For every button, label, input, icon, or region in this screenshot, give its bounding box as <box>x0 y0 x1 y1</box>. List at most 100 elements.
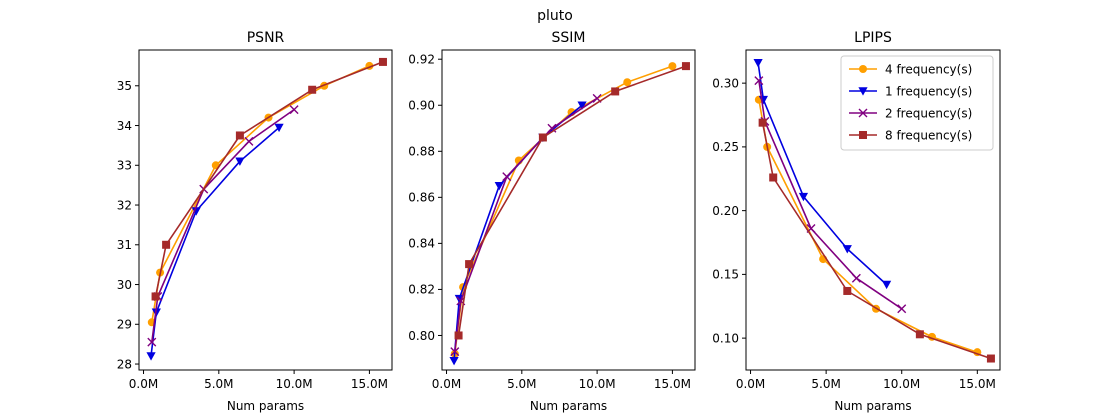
data-point <box>754 76 764 86</box>
y-tick-label: 0.80 <box>408 329 435 343</box>
data-point <box>753 58 763 68</box>
series-2-frequency-s <box>450 93 602 357</box>
x-tick-label: 0.0M <box>129 377 158 391</box>
data-point <box>915 330 924 339</box>
data-point <box>611 87 620 96</box>
data-point <box>538 133 547 142</box>
y-tick-label: 0.30 <box>712 76 739 90</box>
data-point <box>986 354 995 363</box>
data-point <box>623 78 632 87</box>
y-tick-label: 0.92 <box>408 53 435 67</box>
data-point <box>151 292 160 301</box>
legend-box <box>840 55 994 151</box>
y-tick-label: 29 <box>117 318 132 332</box>
y-tick-label: 35 <box>117 79 132 93</box>
series-4-frequency-s <box>450 62 677 358</box>
series-1-frequency-s <box>753 58 892 290</box>
x-tick-label: 0.0M <box>432 377 461 391</box>
subplot-title: SSIM <box>552 30 586 46</box>
data-point <box>851 273 861 283</box>
subplot-title: PSNR <box>247 30 285 46</box>
legend: 4 frequency(s) 1 frequency(s) 2 frequency(… <box>840 55 994 151</box>
x-tick-label: 15.0M <box>351 377 388 391</box>
series-1-frequency-s <box>449 101 587 366</box>
data-point <box>758 118 767 127</box>
x-axis-label: Num params <box>834 399 911 413</box>
series-line <box>454 65 673 354</box>
series-line <box>761 122 992 360</box>
series-line <box>151 65 370 323</box>
data-point <box>454 331 463 340</box>
series-line <box>457 65 687 336</box>
lpips-subplot: LPIPS Num params 0.0M 5.0M 10.0M 15.0M 0.10 0… <box>712 30 1001 413</box>
x-tick-label: 5.0M <box>204 377 233 391</box>
figure-suptitle: pluto <box>537 8 573 24</box>
data-point <box>449 356 459 366</box>
series-line <box>154 61 384 297</box>
y-tick-label: 34 <box>117 119 132 133</box>
data-point <box>843 286 852 295</box>
data-point <box>244 136 254 146</box>
x-tick-label: 10.0M <box>579 377 616 391</box>
legend-label: 8 frequency(s) <box>885 128 972 142</box>
psnr-subplot: PSNR Num params 0.0M 5.0M 10.0M 15.0M 28 29 30… <box>117 30 393 413</box>
x-tick-label: 10.0M <box>276 377 313 391</box>
legend-swatch-marker <box>858 108 868 118</box>
legend-item: 1 frequency(s) <box>849 84 972 98</box>
legend-swatch-marker <box>859 65 867 73</box>
axes-frame <box>441 49 696 371</box>
y-tick-label: 32 <box>117 198 132 212</box>
data-point <box>162 240 171 249</box>
data-point <box>842 245 852 254</box>
x-tick-label: 5.0M <box>507 377 536 391</box>
ssim-subplot: SSIM Num params 0.0M 5.0M 10.0M 15.0M 0.80 0.… <box>408 30 696 413</box>
y-tick-label: 0.82 <box>408 283 435 297</box>
y-tick-label: 33 <box>117 159 132 173</box>
data-point <box>191 207 201 216</box>
data-point <box>502 172 512 182</box>
series-line <box>453 104 583 361</box>
series-2-frequency-s <box>754 76 907 314</box>
axes-frame <box>745 49 1001 371</box>
data-point <box>289 105 299 115</box>
y-tick-label: 0.86 <box>408 191 435 205</box>
axes-frame <box>138 49 393 371</box>
legend-label: 2 frequency(s) <box>885 106 972 120</box>
series-4-frequency-s <box>147 61 374 327</box>
data-point <box>577 101 587 110</box>
x-tick-label: 10.0M <box>883 377 920 391</box>
series-line <box>151 108 295 343</box>
data-point <box>450 347 460 357</box>
data-point <box>668 62 677 71</box>
x-tick-label: 15.0M <box>654 377 691 391</box>
series-2-frequency-s <box>147 105 299 347</box>
y-tick-label: 0.10 <box>712 331 739 345</box>
y-tick-label: 0.25 <box>712 140 739 154</box>
data-point <box>882 280 892 290</box>
data-point <box>681 62 690 71</box>
y-tick-label: 0.90 <box>408 99 435 113</box>
data-point <box>769 173 778 182</box>
legend-swatch-marker <box>858 87 868 96</box>
x-axis-label: Num params <box>530 399 607 413</box>
data-point <box>465 260 474 269</box>
data-point <box>378 57 387 66</box>
y-tick-label: 0.15 <box>712 268 739 282</box>
x-tick-label: 5.0M <box>811 377 840 391</box>
series-8-frequency-s <box>151 57 387 301</box>
x-tick-label: 0.0M <box>736 377 765 391</box>
series-8-frequency-s <box>758 118 995 363</box>
legend-label: 1 frequency(s) <box>885 84 972 98</box>
series-8-frequency-s <box>454 62 690 340</box>
data-point <box>147 337 157 347</box>
legend-swatch-marker <box>859 131 867 139</box>
legend-item: 8 frequency(s) <box>849 128 972 142</box>
y-tick-label: 0.84 <box>408 237 435 251</box>
x-tick-label: 15.0M <box>959 377 996 391</box>
legend-label: 4 frequency(s) <box>885 62 972 76</box>
data-point <box>146 352 156 361</box>
y-tick-label: 28 <box>117 357 132 371</box>
y-tick-label: 0.88 <box>408 145 435 159</box>
series-line <box>454 97 598 352</box>
